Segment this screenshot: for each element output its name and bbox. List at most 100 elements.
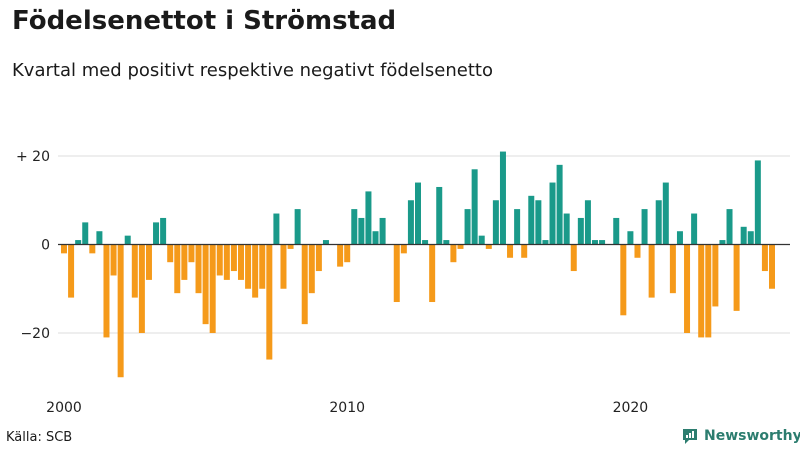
bar-positive [691,213,698,245]
bar-positive [124,235,131,245]
x-tick-label: 2020 [613,400,649,416]
bar-positive [655,200,662,245]
brand-logo[interactable]: Newsworthy [681,427,800,445]
bar-negative [620,244,627,316]
bar-positive [499,151,506,245]
bar-negative [761,244,768,272]
bar-negative [684,244,691,333]
bar-positive [82,222,89,245]
bar-negative [223,244,230,280]
bar-negative [507,244,514,258]
bar-negative [259,244,266,289]
bar-negative [400,244,407,254]
bar-negative [521,244,528,258]
bar-negative [344,244,351,263]
bar-positive [365,191,372,245]
bar-negative [669,244,676,294]
bar-negative [287,244,294,249]
bar-negative [698,244,705,338]
bar-positive [747,231,754,245]
bar-positive [443,240,450,245]
brand-name: Newsworthy [704,428,800,444]
y-tick-label: + 20 [16,149,50,165]
bar-negative [280,244,287,289]
bar-negative [68,244,75,298]
bar-positive [662,182,669,245]
bar-positive [464,209,471,245]
bar-negative [705,244,712,338]
bar-chart: + 20 0 −20 2000 2010 2020 [16,149,790,416]
bar-positive [415,182,421,245]
bar-positive [613,217,620,245]
bar-negative [110,244,117,276]
bar-positive [372,231,379,245]
bar-positive [492,200,499,245]
bar-positive [726,209,733,245]
bar-negative [202,244,209,325]
bar-positive [153,222,160,245]
bar-negative [89,244,96,254]
bar-positive [563,213,570,245]
bar-positive [542,240,549,245]
bar-positive [379,217,386,245]
bar-positive [160,217,167,245]
bar-positive [294,209,301,245]
bar-positive [436,186,443,245]
bar-negative [648,244,655,298]
bar-negative [457,244,464,249]
bar-negative [570,244,577,272]
bar-negative [209,244,216,333]
bar-positive [273,213,280,245]
bar-negative [634,244,641,258]
bar-positive [599,240,606,245]
newsworthy-chat-chart-icon [683,429,697,444]
bar-negative [769,244,775,289]
bar-positive [322,240,329,245]
bar-positive [676,231,683,245]
bar-positive [478,235,485,245]
bar-positive [584,200,591,245]
bar-positive [627,231,634,245]
bar-positive [577,217,584,245]
y-tick-label: 0 [41,238,50,254]
bar-positive [351,209,358,245]
bar-negative [174,244,181,294]
y-tick-label: −20 [20,326,50,342]
bar-positive [75,240,82,245]
bar-positive [556,164,563,245]
bar-negative [485,244,492,249]
bar-negative [266,244,273,360]
bar-negative [131,244,138,298]
bar-positive [528,195,535,245]
bar-positive [514,209,521,245]
chart-subtitle: Kvartal med positivt respektive negativt… [12,60,493,81]
x-tick-label: 2000 [46,400,82,416]
bar-negative [138,244,145,333]
bar-negative [195,244,202,294]
bar-negative [450,244,457,263]
bar-positive [422,240,429,245]
bar-positive [740,226,747,245]
bar-negative [245,244,252,289]
bar-positive [407,200,414,245]
bar-positive [719,240,726,245]
grid-lines [58,155,790,334]
bar-negative [216,244,223,276]
bar-negative [145,244,152,280]
bar-negative [733,244,740,311]
bar-negative [61,244,67,254]
bar-negative [230,244,237,272]
bar-negative [315,244,322,272]
bar-positive [358,217,365,245]
bar-positive [535,200,542,245]
bar-positive [96,231,103,245]
source-note: Källa: SCB [6,430,73,445]
axis-ticks: + 20 0 −20 2000 2010 2020 [16,149,648,416]
bar-positive [549,182,556,245]
x-tick-label: 2010 [329,400,365,416]
bar-positive [754,160,761,245]
bar-negative [393,244,400,303]
bar-positive [641,209,648,245]
bar-negative [308,244,315,294]
bar-negative [429,244,436,303]
